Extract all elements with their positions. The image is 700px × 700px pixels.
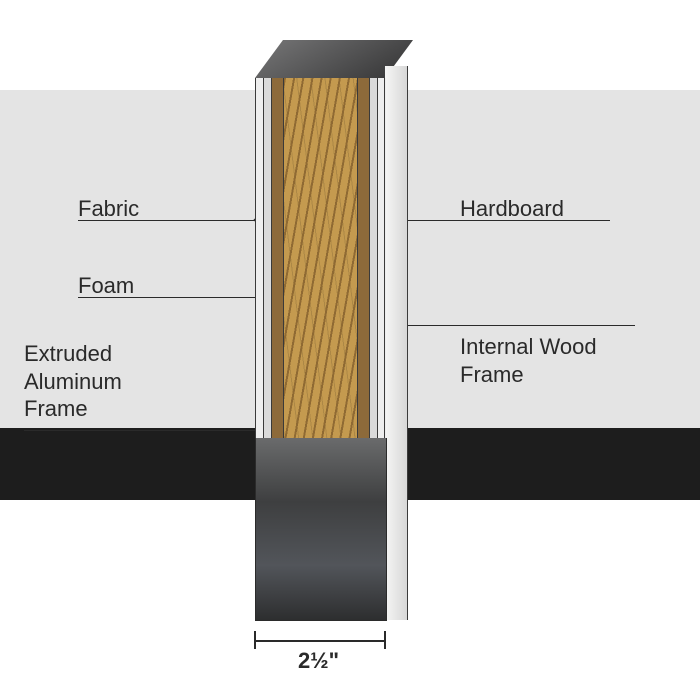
label-internal-wood-frame: Internal Wood Frame [460,333,597,388]
label-fabric: Fabric [78,195,139,223]
dimension-line [255,640,385,642]
label-extruded-aluminum-frame: Extruded Aluminum Frame [24,340,122,423]
dimension-tick-right [384,631,386,649]
aluminum-frame [255,438,387,621]
diagram-stage: Fabric Foam Extruded Aluminum Frame Hardboa… [0,0,700,700]
panel-right-face [385,66,408,620]
panel-right-edge [384,78,385,438]
layer-wood-core [283,78,358,438]
leader-extruded-aluminum-frame [24,430,285,431]
dimension-tick-left [254,631,256,649]
dimension-label: 2½" [298,648,339,674]
label-hardboard: Hardboard [460,195,564,223]
label-foam: Foam [78,272,134,300]
